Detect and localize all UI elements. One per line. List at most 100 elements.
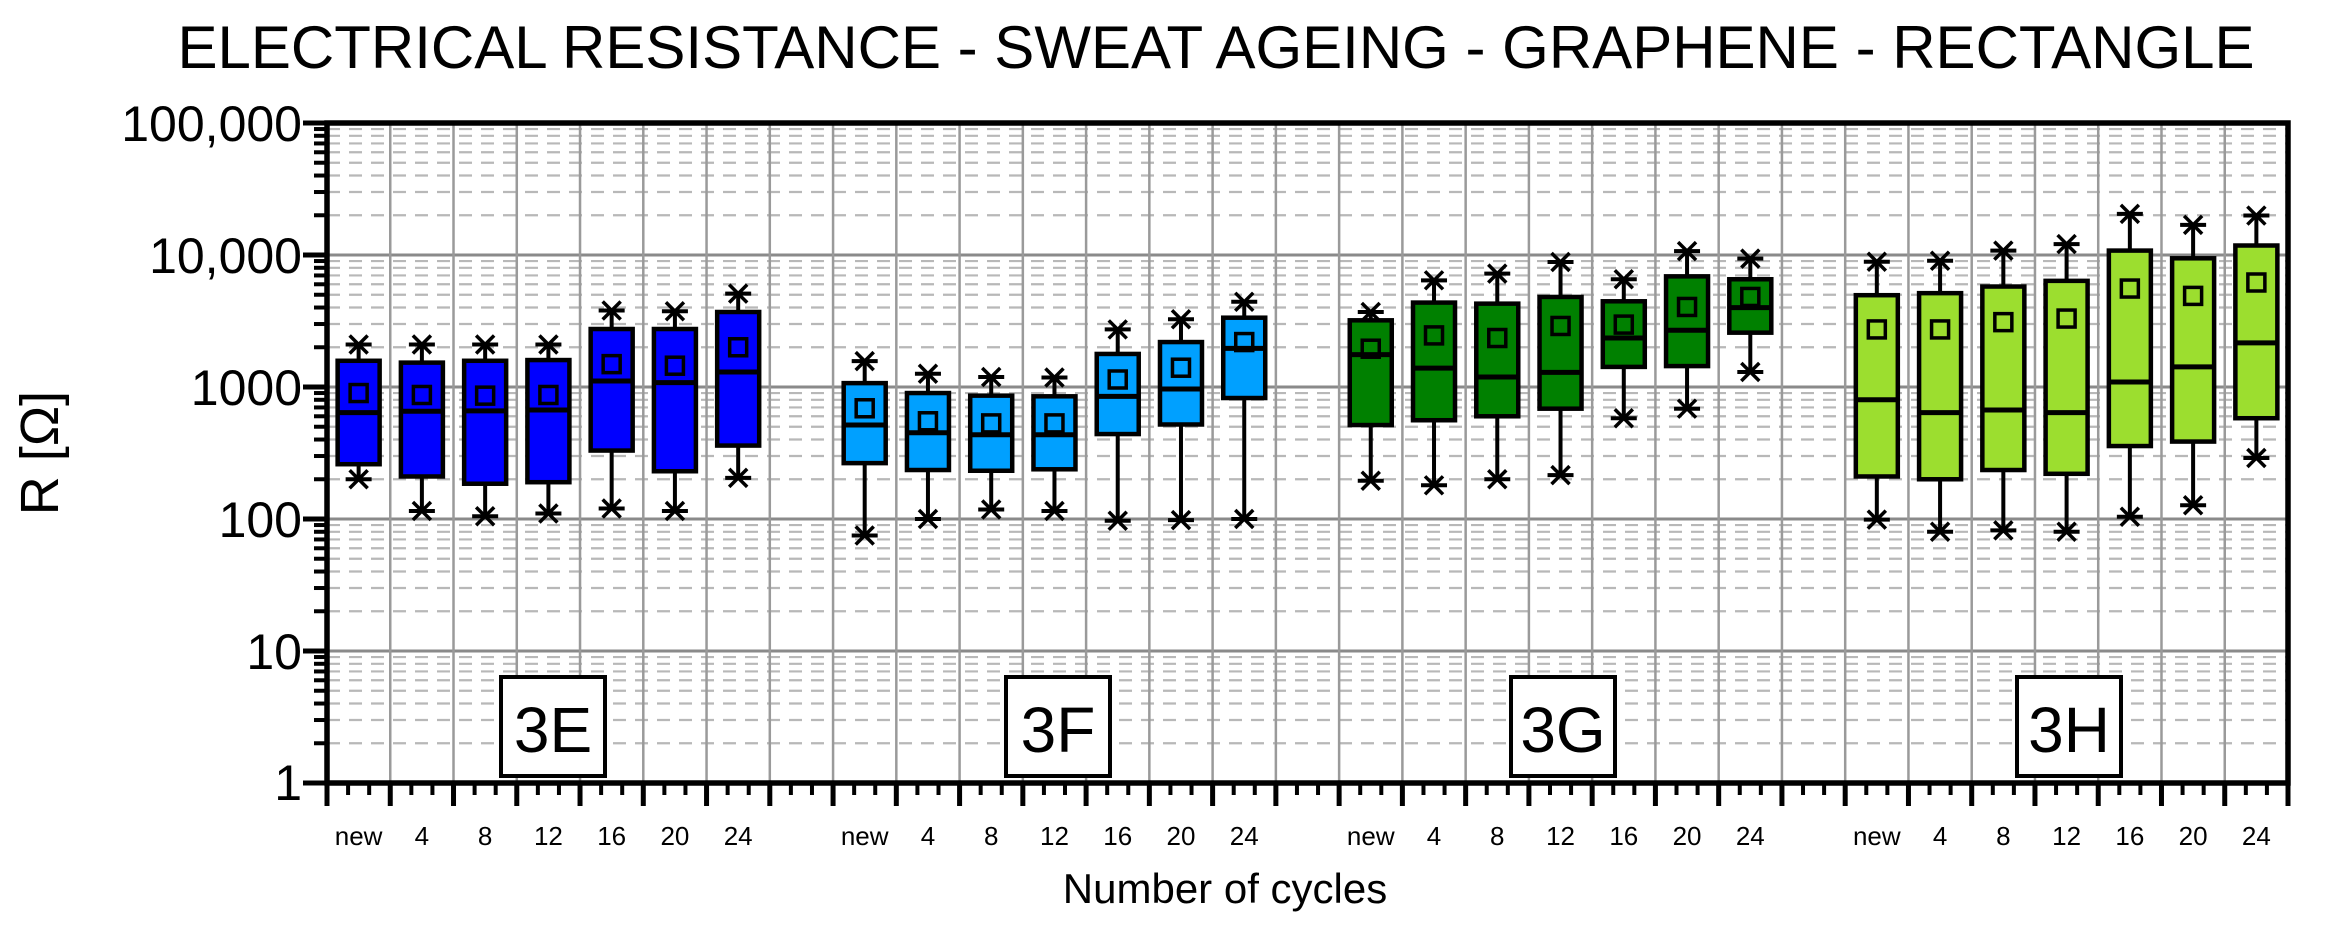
box-rect (1157, 339, 1205, 427)
extreme-marker (2054, 521, 2079, 543)
extreme-marker (1675, 240, 1700, 262)
mean-marker (411, 384, 433, 406)
mean-marker (538, 384, 559, 406)
mean-marker (1993, 311, 2014, 333)
box-rect (2106, 248, 2154, 449)
box-3E-20 (651, 300, 699, 522)
extreme-marker (1991, 240, 2016, 261)
x-tick-label: 12 (1546, 821, 1575, 851)
x-tick-label: 8 (1996, 821, 2010, 851)
extreme-marker (1232, 508, 1257, 530)
x-tick-label: new (841, 821, 889, 851)
box-3H-24 (2233, 205, 2280, 469)
extreme-marker (726, 283, 751, 304)
group-label-box (2015, 675, 2123, 778)
group-label-3F: 3F (1004, 675, 1112, 778)
x-tick-label: 24 (1736, 821, 1765, 851)
mean-marker (1044, 413, 1065, 434)
box-rect (1474, 301, 1521, 419)
box-3G-12 (1537, 251, 1584, 486)
group-label-box (1004, 675, 1112, 778)
extreme-marker (409, 334, 434, 355)
extreme-marker (1105, 319, 1130, 340)
x-axis-title: Number of cycles (1063, 865, 1387, 912)
group-label-3E: 3E (499, 675, 607, 778)
group-label-3H: 3H (2015, 675, 2123, 778)
extreme-marker (915, 508, 940, 530)
extreme-marker (2181, 214, 2206, 236)
extreme-marker (1422, 270, 1447, 291)
box-3G-24 (1727, 248, 1774, 383)
extreme-marker (599, 498, 624, 519)
extreme-marker (1422, 475, 1447, 496)
extreme-marker (979, 499, 1004, 520)
extreme-marker (536, 503, 561, 524)
box-3G-8 (1474, 263, 1521, 490)
extreme-marker (662, 300, 687, 322)
box-3F-4 (904, 363, 952, 530)
x-tick-label: new (1853, 821, 1901, 851)
mean-marker (1676, 296, 1698, 318)
mean-marker (601, 353, 622, 375)
y-tick-label-1: 1 (274, 755, 302, 811)
box-3G-16 (1600, 269, 1648, 429)
extreme-marker (1864, 251, 1889, 272)
extreme-marker (1485, 263, 1510, 284)
x-tick-label: 12 (534, 821, 563, 851)
x-tick-label: 16 (2115, 821, 2144, 851)
box-3G-new (1347, 301, 1395, 491)
chart-graphics: new 4 8 12 16 20 24 new 4 8 12 16 20 24 new 4 8 12 16 20 24 n… (303, 120, 2291, 851)
x-tick-label: 8 (478, 821, 492, 851)
x-tick-label: 20 (1673, 821, 1702, 851)
extreme-marker (1548, 251, 1573, 273)
extreme-marker (1358, 301, 1383, 323)
x-tick-label: 16 (1103, 821, 1132, 851)
mean-marker (1613, 314, 1635, 335)
box-rect (714, 309, 762, 448)
extreme-marker (1168, 309, 1193, 330)
box-3F-8 (967, 366, 1015, 520)
group-label-3G: 3G (1509, 675, 1617, 778)
extreme-marker (473, 505, 498, 527)
x-tick-label: 4 (921, 821, 935, 851)
box-3G-4 (1410, 270, 1458, 496)
box-3E-12 (525, 334, 572, 524)
extreme-marker (409, 500, 434, 522)
box-3E-24 (714, 283, 762, 489)
box-3F-24 (1220, 291, 1268, 530)
y-tick-label-10: 10 (246, 624, 302, 680)
x-tick-label: 20 (660, 821, 689, 851)
x-tick-label: 4 (1427, 821, 1441, 851)
group-label-text: 3H (2028, 694, 2110, 766)
extreme-marker (1548, 464, 1573, 486)
x-tick-label: 16 (597, 821, 626, 851)
mean-marker (980, 413, 1002, 434)
mean-marker (727, 337, 749, 358)
box-3H-new (1853, 251, 1901, 530)
box-3F-new (841, 350, 888, 546)
extreme-marker (1611, 269, 1636, 290)
box-rect (398, 360, 446, 479)
group-label-box (499, 675, 607, 778)
mean-marker (917, 411, 939, 432)
mean-marker (1550, 315, 1571, 337)
extreme-marker (852, 525, 877, 546)
box-rect (588, 326, 635, 453)
extreme-marker (726, 467, 751, 489)
extreme-marker (346, 469, 371, 490)
box-rect (1537, 294, 1584, 411)
y-tick-label-100000: 100,000 (121, 96, 302, 152)
extreme-marker (2244, 447, 2269, 469)
x-tick-label: 16 (1609, 821, 1638, 851)
box-3H-12 (2043, 233, 2090, 543)
extreme-marker (1042, 367, 1067, 388)
group-label-text: 3G (1520, 694, 1605, 766)
box-3E-4 (398, 334, 446, 522)
box-3E-new (335, 334, 382, 490)
box-rect (651, 326, 699, 474)
box-rect (1980, 284, 2027, 473)
extreme-marker (536, 334, 561, 355)
mean-marker (1170, 357, 1192, 378)
extreme-marker (473, 334, 498, 355)
